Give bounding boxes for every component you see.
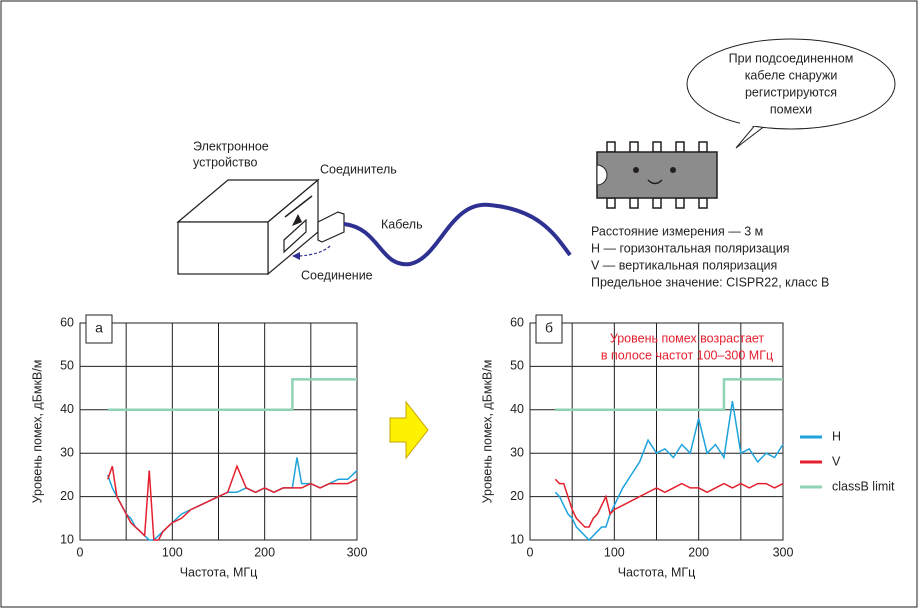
series-line xyxy=(107,378,357,412)
bubble-text: помехи xyxy=(770,102,812,116)
device-label: Электронное xyxy=(193,139,269,153)
cable-label: Кабель xyxy=(381,217,423,231)
x-tick-label: 0 xyxy=(527,545,534,559)
bubble-tail-mask xyxy=(740,118,770,126)
series-line xyxy=(554,478,784,528)
note: Расстояние измерения — 3 м xyxy=(591,224,763,238)
connector-pointer xyxy=(284,195,313,218)
y-axis-label: Уровень помех, дБмкВ/м xyxy=(30,360,44,504)
speech-bubble xyxy=(686,38,896,130)
x-tick-label: 100 xyxy=(162,545,183,559)
y-tick-label: 40 xyxy=(510,402,524,416)
x-tick-label: 0 xyxy=(77,545,84,559)
legend-label: V xyxy=(832,454,841,468)
panel-label-box xyxy=(535,314,563,344)
x-tick-label: 200 xyxy=(688,545,709,559)
y-tick-label: 30 xyxy=(510,445,524,459)
note: H — горизонтальная поляризация xyxy=(591,241,790,255)
y-tick-label: 10 xyxy=(60,532,74,546)
bubble-text: регистрируются xyxy=(745,85,837,99)
y-tick-label: 60 xyxy=(60,315,74,329)
series-line xyxy=(106,464,358,541)
y-tick-label: 60 xyxy=(510,315,524,329)
panel-label: б xyxy=(545,320,553,336)
device-label: устройство xyxy=(193,155,257,169)
y-tick-label: 10 xyxy=(510,532,524,546)
legend-label: H xyxy=(832,429,841,443)
x-tick-label: 300 xyxy=(347,545,368,559)
cable xyxy=(343,202,572,267)
connector-label: Соединитель xyxy=(320,162,397,176)
note: V — вертикальная поляризация xyxy=(591,258,777,272)
x-tick-label: 200 xyxy=(254,545,275,559)
x-axis-label: Частота, МГц xyxy=(180,565,258,579)
x-tick-label: 100 xyxy=(604,545,625,559)
bubble-text: При подсоединенном xyxy=(729,51,854,65)
y-tick-label: 50 xyxy=(60,359,74,373)
series-line xyxy=(555,378,783,412)
annotation: Уровень помех возрастает xyxy=(610,331,765,345)
arrow-head xyxy=(292,214,302,226)
y-tick-label: 40 xyxy=(60,402,74,416)
connection-arrow xyxy=(297,245,331,257)
bubble-text: кабеле снаружи xyxy=(745,68,838,82)
y-tick-label: 20 xyxy=(60,489,74,503)
device xyxy=(176,178,345,276)
annotation: в полосе частот 100–300 МГц xyxy=(601,348,773,362)
y-axis-label: Уровень помех, дБмкВ/м xyxy=(480,360,494,504)
series-line xyxy=(554,401,784,542)
arrow xyxy=(389,400,429,460)
chip xyxy=(596,141,718,209)
x-tick-label: 300 xyxy=(773,545,794,559)
y-tick-label: 30 xyxy=(60,445,74,459)
note: Предельное значение: CISPR22, класс B xyxy=(591,275,829,289)
y-tick-label: 20 xyxy=(510,489,524,503)
panel-label-box xyxy=(85,314,113,344)
connection-label: Соединение xyxy=(301,268,373,282)
arrow-head xyxy=(292,252,300,260)
panel-label: а xyxy=(95,320,103,336)
legend-label: classB limit xyxy=(832,479,895,493)
bubble-tail xyxy=(735,121,771,149)
x-axis-label: Частота, МГц xyxy=(618,565,696,579)
y-tick-label: 50 xyxy=(510,359,524,373)
